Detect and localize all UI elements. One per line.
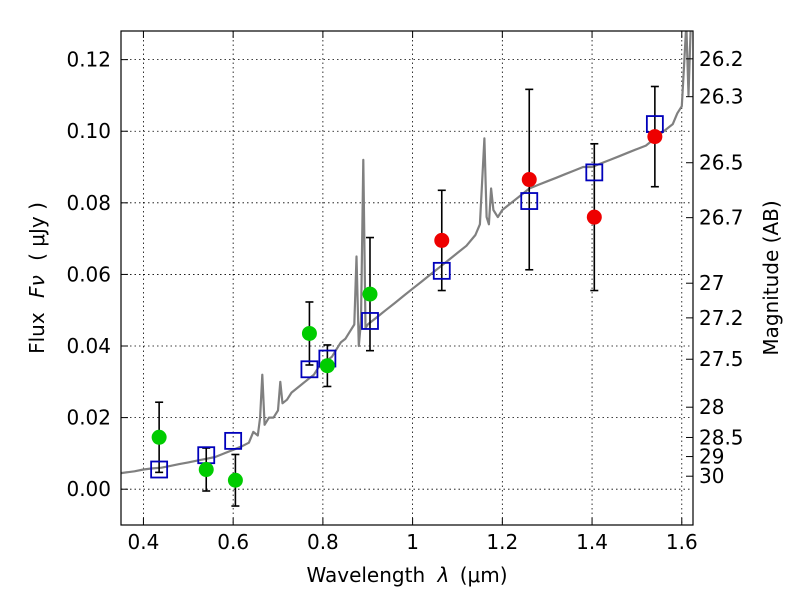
magnitude-tick-label: 26.7	[699, 206, 744, 230]
model-photometry-square	[300, 360, 319, 379]
x-tick-label: 0.4	[128, 530, 160, 554]
magnitude-tick-label: 26.2	[699, 47, 744, 71]
x-tick-label: 1	[406, 530, 419, 554]
y-tick-label: 0.04	[66, 334, 111, 358]
magnitude-tick-label: 26.3	[699, 85, 744, 109]
observed-flux-point	[362, 286, 378, 302]
observed-flux-point	[647, 129, 663, 145]
model-photometry-square	[432, 261, 451, 280]
y-tick-label: 0.10	[66, 119, 111, 143]
grid-lines	[121, 31, 693, 525]
x-tick-label: 0.8	[307, 530, 339, 554]
x-axis-label-unit: (μm)	[460, 563, 508, 587]
observed-flux-point	[198, 462, 214, 478]
magnitude-tick-label: 28.5	[699, 425, 744, 449]
y-axis-label: Flux Fν ( μJy )	[25, 202, 49, 354]
observed-flux-point	[319, 358, 335, 374]
x-tick-label: 1.4	[576, 530, 608, 554]
model-photometry-square	[361, 312, 379, 330]
model-photometry-square	[520, 192, 539, 210]
y-axis-ticks: 0.00 0.02 0.04 0.06 0.08 0.10 0.12	[66, 48, 128, 501]
y-axis-label-unit: ( μJy )	[25, 202, 49, 261]
x-axis-label-text: Wavelength	[306, 563, 425, 587]
observed-flux-point	[301, 325, 317, 341]
x-axis-label-symbol: λ	[437, 563, 450, 587]
y-axis-label-symbol: Fν	[25, 275, 49, 298]
observed-flux-point	[151, 429, 167, 445]
magnitude-tick-label: 26.5	[699, 151, 744, 175]
y-tick-label: 0.12	[66, 48, 111, 72]
x-tick-label: 1.6	[666, 530, 698, 554]
y-tick-label: 0.00	[66, 477, 111, 501]
model-photometry-square	[224, 431, 243, 450]
observed-flux-point	[521, 172, 537, 188]
y-tick-label: 0.08	[66, 191, 111, 215]
x-axis-ticks: 0.4 0.6 0.8 1 1.2 1.4 1.6	[128, 31, 698, 554]
y-axis-label-text: Flux	[25, 312, 49, 354]
x-axis-label: Wavelength λ (μm)	[306, 563, 507, 587]
plot-frame	[120, 30, 694, 526]
x-tick-label: 0.6	[217, 530, 249, 554]
model-photometry-square	[585, 163, 604, 182]
magnitude-tick-label: 27.2	[699, 306, 744, 330]
observed-flux-point	[227, 472, 243, 488]
magnitude-tick-label: 27	[699, 271, 724, 295]
y-tick-label: 0.06	[66, 262, 111, 286]
magnitude-tick-label: 27.5	[699, 347, 744, 371]
x-tick-label: 1.2	[486, 530, 518, 554]
model-photometry-square	[150, 460, 169, 479]
y-tick-label: 0.02	[66, 406, 111, 430]
observed-flux-point	[586, 209, 602, 225]
magnitude-tick-label: 28	[699, 395, 724, 419]
magnitude-tick-label: 29	[699, 445, 724, 469]
magnitude-axis-label: Magnitude (AB)	[759, 200, 783, 355]
circle-marker-layer	[151, 129, 663, 488]
magnitude-tick-label: 30	[699, 464, 724, 488]
observed-flux-point	[434, 232, 450, 248]
